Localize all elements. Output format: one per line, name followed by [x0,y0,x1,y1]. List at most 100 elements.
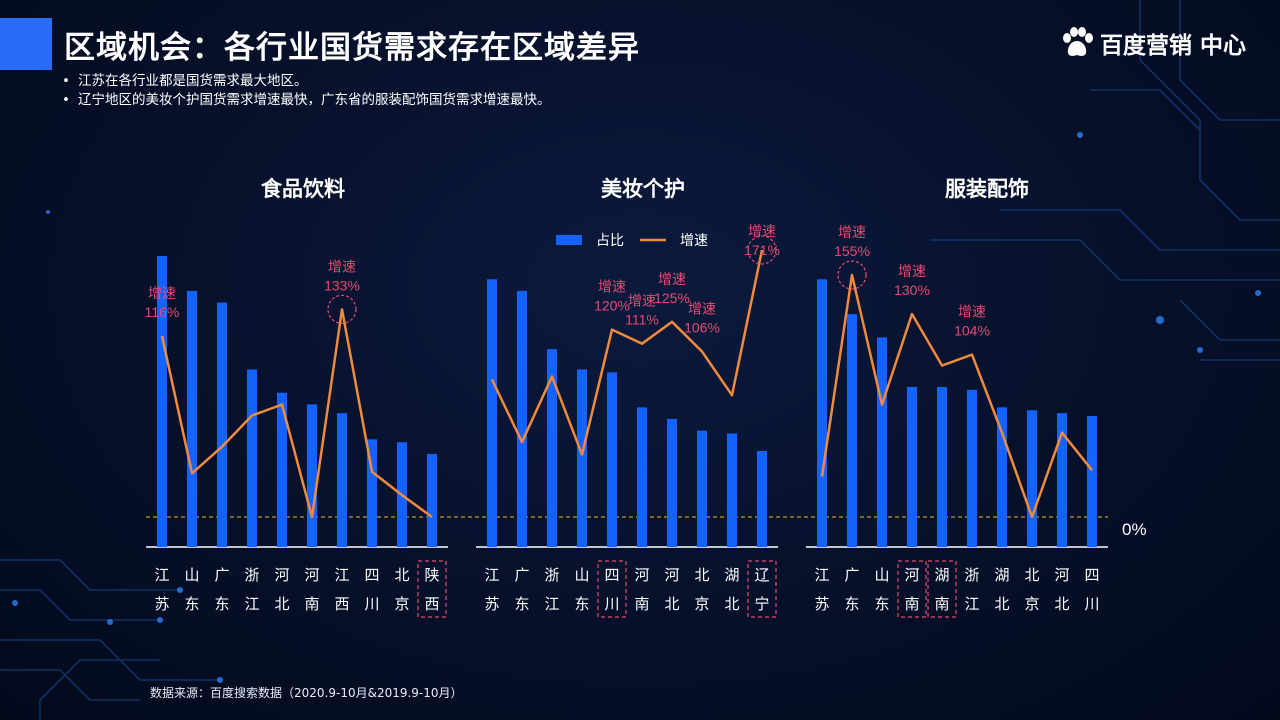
growth-line [490,249,764,456]
category-label: 河 [664,566,679,584]
category-label: 北 [394,566,409,584]
share-bar [217,302,227,547]
category-label: 江 [964,595,979,613]
growth-label-title: 增速 [628,294,656,310]
category-label: 江 [334,566,349,584]
growth-label-value: 111% [625,312,659,328]
growth-line [820,273,1093,519]
category-label: 山 [574,566,589,584]
category-label: 四 [364,566,379,584]
growth-label-value: 106% [684,319,720,335]
zero-label: 0% [1122,520,1147,539]
category-label: 浙 [244,566,259,584]
legend-label-growth: 增速 [680,233,708,249]
share-bar [607,372,617,547]
category-label: 江 [814,566,829,584]
category-label: 四 [604,566,619,584]
category-label: 浙 [964,566,979,584]
growth-label-title: 增速 [328,259,356,275]
category-label: 江 [544,595,559,613]
share-bar [487,279,497,547]
paw-icon [1062,27,1093,56]
growth-label-title: 增速 [658,272,686,288]
growth-label-title: 增速 [688,301,716,317]
share-bar [907,386,917,547]
category-label: 苏 [154,595,169,613]
share-bar [637,407,647,547]
share-bar [577,369,587,547]
category-label: 北 [1024,566,1039,584]
category-label: 西 [424,595,439,613]
category-label: 苏 [814,595,829,613]
category-label: 河 [904,566,919,584]
category-label: 北 [994,595,1009,613]
growth-label-title: 增速 [958,305,986,321]
share-bar [337,413,347,547]
growth-label-title: 增速 [838,225,866,241]
bullet-item: 江苏在各行业都是国货需求最大地区。 [62,72,550,91]
category-label: 苏 [484,595,499,613]
growth-label-value: 116% [145,304,180,320]
category-label: 东 [514,595,529,613]
share-bar [877,337,887,547]
category-label: 湖 [934,566,949,584]
share-bar [187,290,197,547]
category-label: 河 [304,566,319,584]
share-bar [547,349,557,547]
category-label: 川 [604,595,619,613]
category-highlight-box [927,560,957,618]
category-label: 广 [514,566,529,584]
category-label: 北 [274,595,289,613]
panel-title: 食品饮料 [261,177,345,201]
share-bar [697,430,707,547]
category-label: 河 [274,566,289,584]
bullet-item: 辽宁地区的美妆个护国货需求增速最快，广东省的服装配饰国货需求增速最快。 [62,91,551,110]
growth-label-value: 171% [744,242,780,258]
share-bar [937,386,947,547]
panel-title: 美妆个护 [601,177,685,201]
share-bar [1087,416,1097,547]
legend-label-share: 占比 [596,233,624,249]
brand-logo: 百度营销 中心 [1060,26,1246,60]
growth-label-value: 133% [324,277,360,293]
panel-title: 服装配饰 [945,177,1029,201]
highlight-circle [747,235,777,265]
share-bar [1057,413,1067,547]
category-label: 南 [634,595,649,613]
share-bar [967,389,977,547]
category-label: 京 [394,595,409,613]
share-bar [997,407,1007,547]
category-label: 东 [844,595,859,613]
share-bar [757,450,767,547]
category-label: 湖 [994,566,1009,584]
category-label: 西 [334,595,349,613]
growth-label-value: 120% [594,298,630,314]
share-bar [847,314,857,547]
category-label: 山 [184,566,199,584]
growth-label-value: 125% [654,290,690,306]
category-label: 湖 [724,566,739,584]
category-highlight-box [417,560,447,618]
category-label: 南 [904,595,919,613]
category-label: 广 [844,566,859,584]
growth-label-value: 104% [954,323,990,339]
legend-bar-swatch [556,235,582,245]
category-label: 东 [874,595,889,613]
highlight-circle [327,294,357,324]
category-label: 河 [1054,566,1069,584]
category-label: 河 [634,566,649,584]
category-label: 江 [154,566,169,584]
page-title: 区域机会：各行业国货需求存在区域差异 [64,30,640,66]
category-label: 北 [664,595,679,613]
share-bar [367,439,377,547]
title-accent-bar [0,18,52,70]
category-label: 京 [1024,595,1039,613]
category-label: 川 [1084,595,1099,613]
share-bar [517,290,527,547]
share-bar [427,453,437,547]
category-label: 京 [694,595,709,613]
summary-bullets: 江苏在各行业都是国货需求最大地区。 辽宁地区的美妆个护国货需求增速最快，广东省的… [62,72,551,110]
category-label: 江 [244,595,259,613]
growth-label-value: 155% [834,243,870,259]
